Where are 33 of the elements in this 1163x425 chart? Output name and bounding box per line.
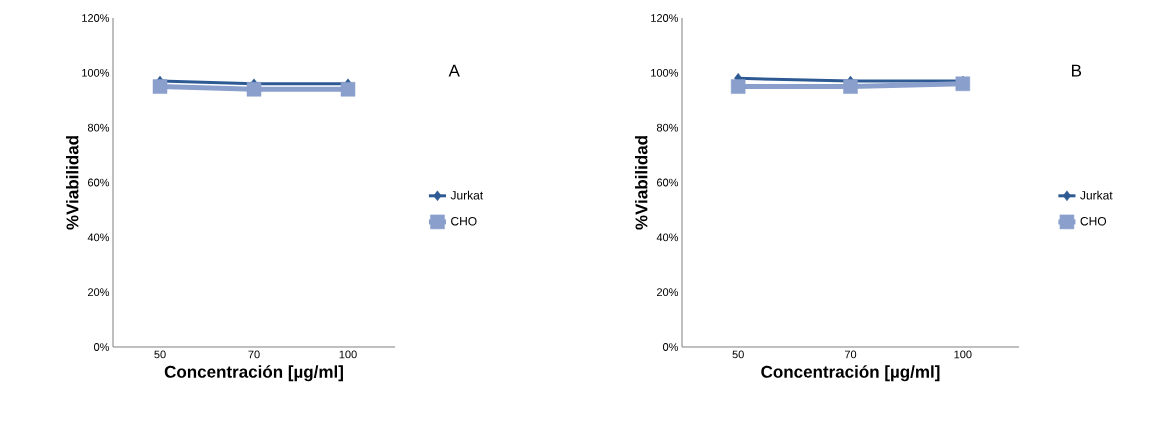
y-axis-title: %Viabilidad [66,136,79,230]
x-axis-title: Concentración [µg/ml] [164,365,343,382]
point [246,82,262,97]
y-tick-label: 20% [657,288,679,297]
legend-label: Jurkat [1080,190,1113,200]
y-tick-label: 120% [651,14,679,22]
y-tick-label: 60% [657,178,679,187]
point [152,79,168,94]
y-tick-label: 80% [87,123,110,132]
y-tick-label: 120% [82,14,110,22]
y-tick-label: 60% [88,178,110,187]
y-tick-label: 100% [651,68,679,77]
y-tick-label: 80% [656,123,679,132]
y-tick-label: 100% [82,68,110,77]
x-tick-label: 70 [844,350,857,359]
y-tick-label: 0% [662,343,679,351]
x-tick-label: 50 [154,350,166,359]
x-tick-label: 50 [732,350,744,359]
y-tick-label: 0% [94,343,110,351]
x-axis-title: Concentración [µg/ml] [761,365,940,382]
x-tick-label: 100 [339,350,357,359]
text: A [448,64,460,77]
y-tick-label: 40% [87,233,110,242]
legend-label: CHO [451,216,477,226]
x-tick-label: 70 [248,350,260,359]
point [340,82,356,97]
y-tick-label: 40% [656,233,679,242]
text: B [1072,64,1082,77]
x-tick-label: 100 [954,350,972,359]
y-tick-label: 20% [88,288,110,297]
legend-label: Jurkat [450,190,484,200]
legend-label: CHO [1080,216,1107,226]
y-axis-title: %Viabilidad [634,136,648,230]
